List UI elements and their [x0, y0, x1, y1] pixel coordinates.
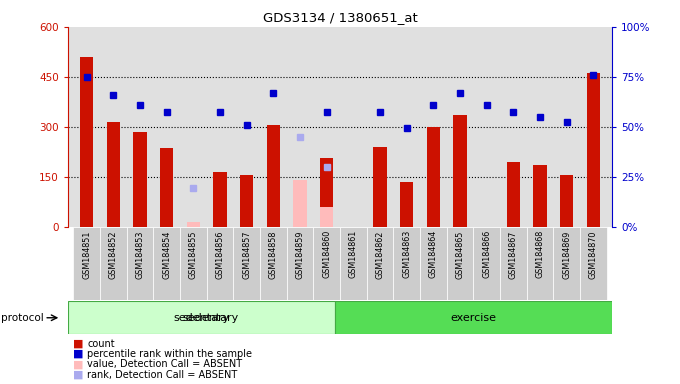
Bar: [233, 227, 260, 300]
Bar: [267, 125, 280, 227]
Bar: [207, 227, 233, 300]
Bar: [180, 227, 207, 300]
Bar: [320, 158, 333, 227]
Bar: [313, 227, 340, 300]
Bar: [153, 227, 180, 300]
Bar: [133, 132, 147, 227]
Bar: [554, 227, 580, 300]
Bar: [287, 227, 313, 300]
Bar: [454, 115, 466, 227]
Text: sedentary: sedentary: [182, 313, 239, 323]
Bar: [560, 175, 573, 227]
Bar: [587, 73, 600, 227]
Bar: [80, 57, 93, 227]
Text: GSM184868: GSM184868: [536, 230, 545, 278]
Bar: [426, 127, 440, 227]
Text: GSM184866: GSM184866: [482, 230, 491, 278]
Bar: [393, 227, 420, 300]
Text: ■: ■: [73, 370, 84, 380]
Text: GSM184853: GSM184853: [135, 230, 144, 278]
Bar: [527, 227, 554, 300]
Text: GSM184854: GSM184854: [162, 230, 171, 278]
Bar: [187, 222, 200, 227]
Text: GSM184865: GSM184865: [456, 230, 464, 278]
Text: GSM184862: GSM184862: [375, 230, 384, 278]
Bar: [533, 165, 547, 227]
Bar: [335, 301, 612, 334]
Text: sedentary: sedentary: [173, 313, 229, 323]
Text: GSM184864: GSM184864: [429, 230, 438, 278]
Bar: [400, 182, 413, 227]
Text: percentile rank within the sample: percentile rank within the sample: [87, 349, 252, 359]
Text: GSM184852: GSM184852: [109, 230, 118, 279]
Bar: [340, 227, 367, 300]
Bar: [580, 227, 607, 300]
Text: GSM184860: GSM184860: [322, 230, 331, 278]
Text: GSM184857: GSM184857: [242, 230, 251, 279]
Text: GSM184856: GSM184856: [216, 230, 224, 278]
Bar: [500, 227, 527, 300]
Text: GSM184861: GSM184861: [349, 230, 358, 278]
Text: GSM184859: GSM184859: [296, 230, 305, 279]
Bar: [507, 162, 520, 227]
Bar: [260, 227, 287, 300]
Bar: [73, 227, 100, 300]
Text: rank, Detection Call = ABSENT: rank, Detection Call = ABSENT: [87, 370, 237, 380]
Text: GSM184863: GSM184863: [402, 230, 411, 278]
Text: ■: ■: [73, 349, 84, 359]
Text: ■: ■: [73, 339, 84, 349]
Text: ■: ■: [73, 359, 84, 369]
Bar: [240, 175, 254, 227]
Bar: [320, 207, 333, 227]
Text: count: count: [87, 339, 115, 349]
Text: GSM184870: GSM184870: [589, 230, 598, 278]
Bar: [447, 227, 473, 300]
Bar: [160, 148, 173, 227]
Bar: [68, 301, 335, 334]
Bar: [367, 227, 393, 300]
Text: exercise: exercise: [450, 313, 496, 323]
Bar: [107, 122, 120, 227]
Text: GSM184867: GSM184867: [509, 230, 518, 278]
Bar: [473, 227, 500, 300]
Text: GSM184855: GSM184855: [189, 230, 198, 279]
Text: GDS3134 / 1380651_at: GDS3134 / 1380651_at: [262, 12, 418, 25]
Bar: [373, 147, 387, 227]
Bar: [420, 227, 447, 300]
Bar: [293, 180, 307, 227]
Bar: [126, 227, 153, 300]
Bar: [100, 227, 126, 300]
Text: protocol: protocol: [1, 313, 44, 323]
Text: GSM184851: GSM184851: [82, 230, 91, 278]
Text: GSM184869: GSM184869: [562, 230, 571, 278]
Text: value, Detection Call = ABSENT: value, Detection Call = ABSENT: [87, 359, 242, 369]
Text: GSM184858: GSM184858: [269, 230, 278, 278]
Bar: [214, 172, 226, 227]
